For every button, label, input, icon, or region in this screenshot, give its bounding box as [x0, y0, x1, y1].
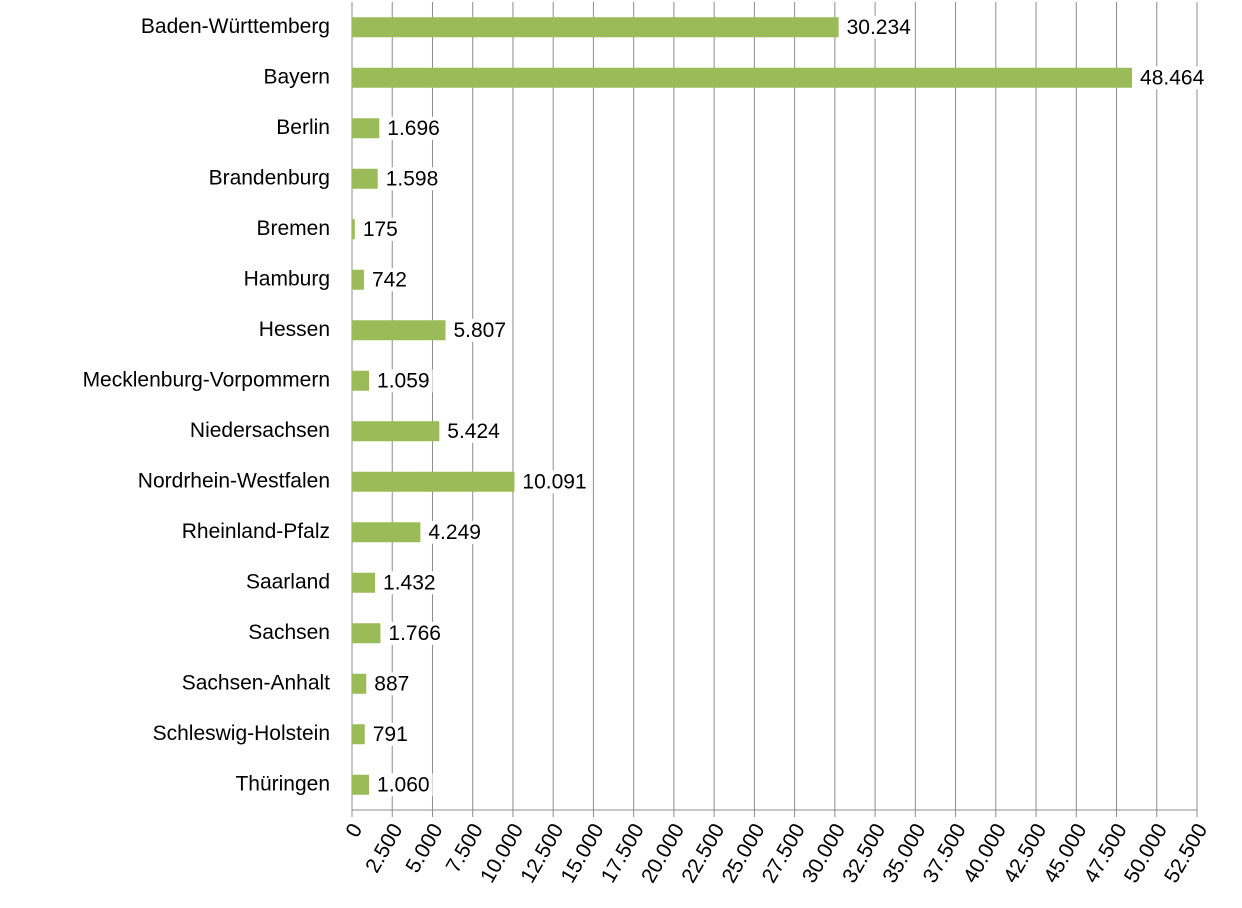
value-label-bg: [380, 571, 439, 595]
bar: [352, 168, 378, 189]
y-tick-label: Mecklenburg-Vorpommern: [83, 368, 330, 391]
bar: [352, 67, 1133, 88]
value-label-bg: [374, 369, 433, 393]
y-tick-label: Sachsen: [248, 621, 330, 644]
bar: [352, 724, 365, 745]
bar: [352, 269, 364, 290]
bar: [352, 219, 355, 240]
value-label-bg: [369, 722, 411, 746]
value-label: 5.807: [453, 319, 506, 342]
x-tick-label: 2.500: [361, 820, 407, 877]
y-tick-label: Niedersachsen: [190, 419, 330, 442]
bar: [352, 370, 370, 391]
value-label-bg: [384, 116, 443, 140]
bar: [352, 623, 381, 644]
y-tick-label: Thüringen: [235, 772, 330, 795]
value-label-bg: [444, 419, 504, 443]
y-tick-label: Bayern: [263, 65, 330, 88]
y-tick-label: Baden-Württemberg: [141, 15, 330, 38]
value-label: 1.696: [387, 117, 440, 140]
value-label: 1.060: [377, 773, 430, 796]
value-label: 4.249: [428, 521, 481, 544]
y-tick-label: Brandenburg: [209, 166, 330, 189]
y-tick-label: Nordrhein-Westfalen: [138, 469, 330, 492]
value-label: 48.464: [1140, 66, 1205, 89]
bar: [352, 118, 380, 139]
value-label: 5.424: [447, 420, 500, 443]
x-tick-label: 0: [341, 820, 367, 842]
value-label-bg: [843, 15, 915, 39]
value-label-bg: [450, 318, 510, 342]
value-label: 10.091: [522, 470, 586, 493]
bar: [352, 673, 367, 694]
y-tick-label: Hamburg: [244, 267, 330, 290]
value-label: 175: [363, 218, 398, 241]
bar: [352, 522, 421, 543]
value-label: 30.234: [847, 16, 912, 39]
value-label: 1.766: [388, 622, 441, 645]
y-tick-label: Schleswig-Holstein: [153, 722, 330, 745]
value-label-bg: [1137, 66, 1208, 90]
value-label: 791: [373, 723, 408, 746]
value-label-bg: [374, 773, 433, 797]
value-label-bg: [425, 520, 484, 544]
bar: [352, 572, 376, 593]
bar: [352, 17, 839, 38]
y-tick-label: Hessen: [259, 318, 330, 341]
bar: [352, 471, 515, 492]
y-tick-label: Bremen: [256, 217, 330, 240]
value-label-bg: [385, 621, 444, 645]
x-tick-label: 5.000: [401, 820, 447, 877]
value-label-bg: [519, 470, 590, 494]
value-label-bg: [382, 167, 442, 191]
value-label: 1.598: [386, 167, 439, 190]
bar: [352, 774, 370, 795]
y-tick-label: Berlin: [276, 116, 330, 139]
value-label-bg: [371, 672, 413, 696]
value-label: 1.059: [377, 369, 430, 392]
value-label-bg: [368, 268, 410, 292]
y-tick-label: Saarland: [246, 570, 330, 593]
y-tick-label: Rheinland-Pfalz: [182, 520, 330, 543]
value-label: 887: [374, 672, 409, 695]
bar: [352, 421, 440, 442]
bar: [352, 320, 446, 341]
y-tick-label: Sachsen-Anhalt: [182, 671, 330, 694]
value-label-bg: [359, 217, 401, 241]
value-label: 742: [372, 268, 407, 291]
value-label: 1.432: [383, 571, 436, 594]
